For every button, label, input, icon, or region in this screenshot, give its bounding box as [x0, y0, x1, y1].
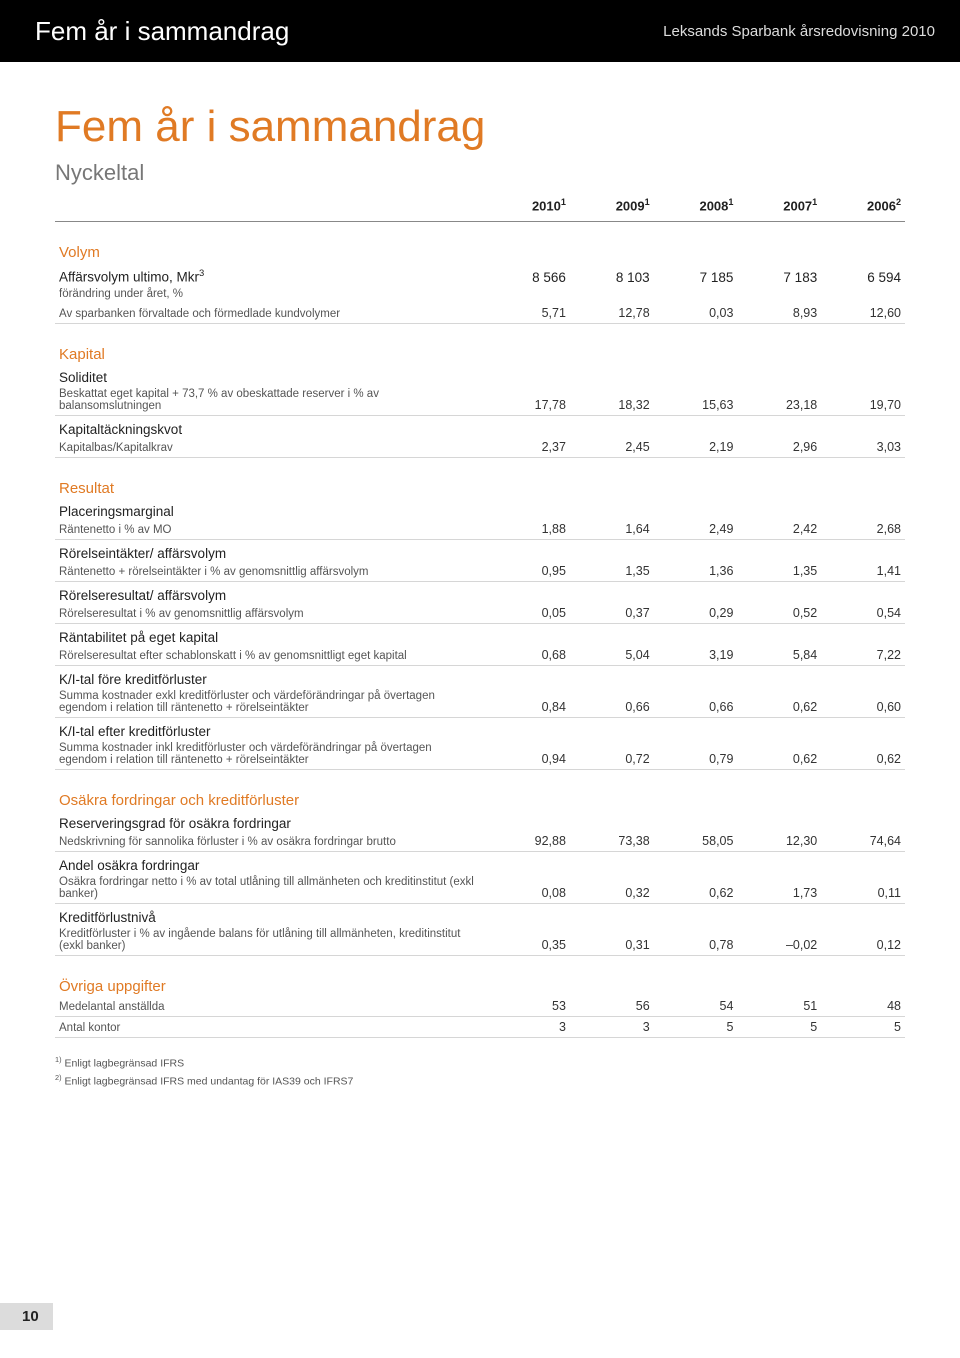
metric-detail-row: Rörelseresultat i % av genomsnittlig aff… [55, 603, 905, 624]
metric-detail-row: Räntenetto + rörelseintäkter i % av geno… [55, 561, 905, 582]
metric-head: Kreditförlustnivå [55, 903, 905, 925]
metric-detail-row: Medelantal anställda5356545148 [55, 996, 905, 1017]
top-header: Fem år i sammandrag Leksands Sparbank år… [0, 0, 960, 62]
year-col-3: 20071 [737, 192, 821, 222]
metric-head: Kapitaltäckningskvot [55, 415, 905, 437]
metric-head: Rörelseintäkter/ affärsvolym [55, 539, 905, 561]
financial-table: 20101 20091 20081 20071 20062 VolymAffär… [55, 192, 905, 1038]
metric-detail-row: Av sparbanken förvaltade och förmedlade … [55, 303, 905, 324]
metric-head: Räntabilitet på eget kapital [55, 623, 905, 645]
metric-detail-row: Kapitalbas/Kapitalkrav2,372,452,192,963,… [55, 437, 905, 458]
section-head: Resultat [55, 457, 905, 498]
metric-head: K/I-tal före kreditförluster [55, 665, 905, 687]
metric-head: K/I-tal efter kreditförluster [55, 717, 905, 739]
metric-head: Reserveringsgrad för osäkra fordringar [55, 810, 905, 831]
metric-head: Andel osäkra fordringar [55, 851, 905, 873]
section-head: Kapital [55, 323, 905, 364]
year-col-4: 20062 [821, 192, 905, 222]
metric-detail-row: Osäkra fordringar netto i % av total utl… [55, 873, 905, 904]
metric-detail-row: Rörelseresultat efter schablonskatt i % … [55, 645, 905, 666]
footnotes: 1) Enligt lagbegränsad IFRS 2) Enligt la… [55, 1054, 905, 1091]
main-title: Fem år i sammandrag [55, 102, 905, 152]
metric-head: Soliditet [55, 364, 905, 385]
metric-detail-row: Räntenetto i % av MO1,881,642,492,422,68 [55, 519, 905, 540]
year-col-1: 20091 [570, 192, 654, 222]
footnote-1: 1) Enligt lagbegränsad IFRS [55, 1054, 905, 1072]
page-content: Fem år i sammandrag Nyckeltal 20101 2009… [0, 62, 960, 1090]
metric-head: Rörelseresultat/ affärsvolym [55, 581, 905, 603]
section-head: Volym [55, 222, 905, 263]
year-col-2: 20081 [654, 192, 738, 222]
metric-detail-row: Kreditförluster i % av ingående balans f… [55, 925, 905, 956]
metric-detail-row: Antal kontor33555 [55, 1016, 905, 1037]
metric-detail-row: förändring under året, % [55, 285, 905, 303]
metric-head: Placeringsmarginal [55, 498, 905, 519]
section-head: Osäkra fordringar och kreditförluster [55, 769, 905, 810]
metric-detail-row: Summa kostnader exkl kreditförluster och… [55, 687, 905, 718]
header-title: Fem år i sammandrag [35, 16, 663, 47]
header-subtitle: Leksands Sparbank årsredovisning 2010 [663, 23, 935, 40]
subtitle: Nyckeltal [55, 160, 905, 186]
year-col-0: 20101 [486, 192, 570, 222]
year-header-row: 20101 20091 20081 20071 20062 [55, 192, 905, 222]
metric-head: Affärsvolym ultimo, Mkr38 5668 1037 1857… [55, 262, 905, 285]
metric-detail-row: Nedskrivning för sannolika förluster i %… [55, 831, 905, 852]
page-number: 10 [0, 1303, 53, 1330]
metric-detail-row: Beskattat eget kapital + 73,7 % av obesk… [55, 385, 905, 416]
footnote-2: 2) Enligt lagbegränsad IFRS med undantag… [55, 1072, 905, 1090]
metric-detail-row: Summa kostnader inkl kreditförluster och… [55, 739, 905, 770]
section-head: Övriga uppgifter [55, 955, 905, 996]
